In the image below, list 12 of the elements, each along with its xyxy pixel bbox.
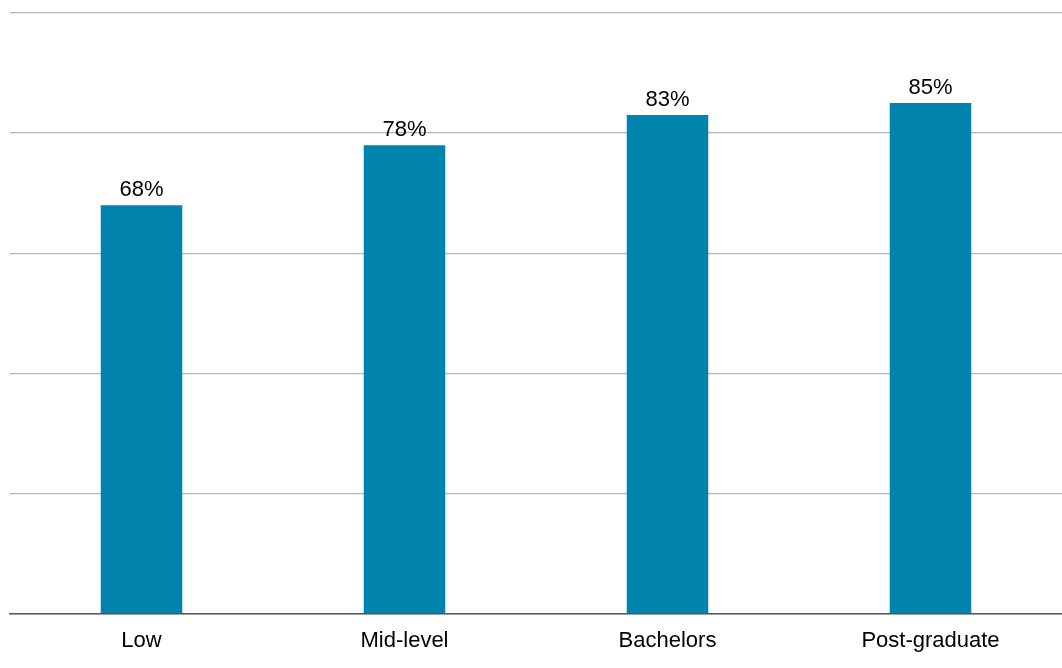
data-label: 78% bbox=[382, 116, 427, 142]
bar bbox=[889, 103, 972, 613]
bar bbox=[626, 115, 709, 613]
x-tick-label: Low bbox=[121, 626, 162, 652]
data-label: 85% bbox=[908, 74, 953, 100]
bar bbox=[100, 205, 183, 613]
data-label: 68% bbox=[119, 176, 164, 202]
x-tick-label: Post-graduate bbox=[861, 626, 1000, 652]
x-tick-label: Mid-level bbox=[360, 626, 449, 652]
bar bbox=[363, 145, 446, 613]
data-label: 83% bbox=[645, 86, 690, 112]
x-tick-label: Bachelors bbox=[618, 626, 717, 652]
